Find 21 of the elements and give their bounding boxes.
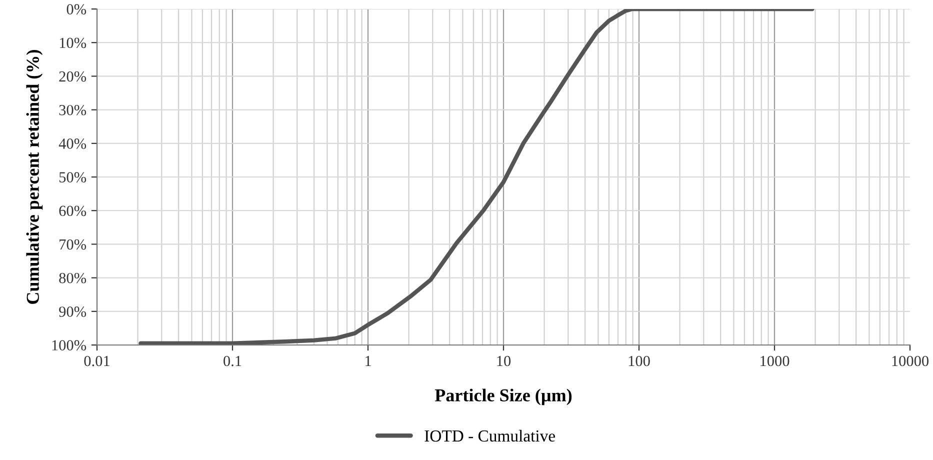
x-tick-label: 0.01 [84,356,110,366]
y-tick-label: 70% [60,239,86,250]
y-axis-title: Cumulative percent retained (%) [26,50,43,304]
x-axis-title: Particle Size (µm) [434,388,572,406]
y-tick-label: 40% [58,138,86,149]
y-tick-label: 50% [59,172,86,182]
x-tick-label: 1000 [760,356,790,366]
y-tick-label: 90% [59,306,86,317]
legend-label: IOTD - Cumulative [424,430,555,442]
y-tick-label: 30% [59,104,86,116]
y-tick-label: 20% [59,71,86,82]
y-tick-label: 60% [59,206,86,216]
y-tick-label: 0% [66,4,86,14]
x-tick-label: 100 [628,356,650,366]
y-tick-label: 100% [52,340,86,350]
x-tick-label: 10000 [892,356,929,366]
y-tick-label: 10% [60,38,86,48]
x-tick-label: 0.1 [224,356,242,366]
x-tick-label: 10 [497,356,511,366]
y-tick-label: 80% [59,272,86,284]
x-tick-label: 1 [366,356,371,366]
